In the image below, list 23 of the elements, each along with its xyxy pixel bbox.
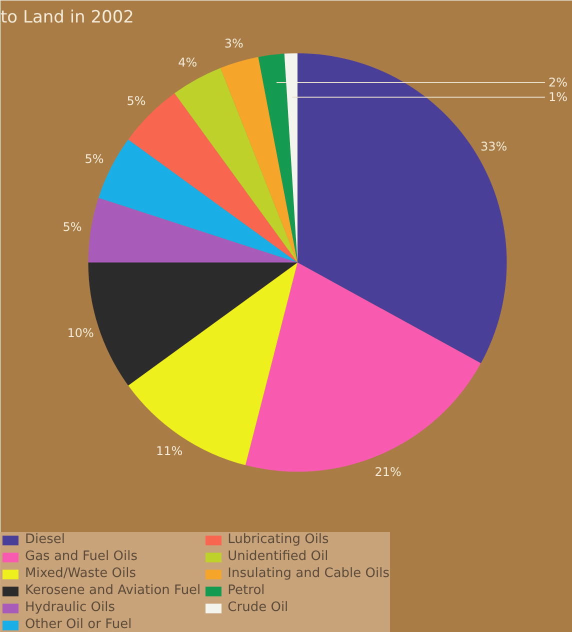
legend-label: Unidentified Oil (228, 549, 328, 564)
data-label: 10% (67, 326, 94, 340)
legend-label: Gas and Fuel Oils (25, 549, 138, 564)
data-label: 33% (480, 139, 508, 154)
legend-label: Other Oil or Fuel (25, 617, 132, 632)
data-label: 21% (374, 464, 402, 479)
data-label: 11% (156, 444, 183, 458)
legend-label: Lubricating Oils (228, 532, 329, 547)
legend-label: Diesel (25, 532, 66, 547)
legend-label: Petrol (228, 583, 265, 598)
legend-label: Kerosene and Aviation Fuel (25, 583, 201, 598)
legend-label: Mixed/Waste Oils (25, 566, 136, 581)
legend-label: Crude Oil (228, 600, 288, 615)
data-label: 1% (548, 90, 568, 104)
data-label: 2% (548, 76, 568, 90)
data-label: 5% (84, 152, 104, 166)
legend-label: Insulating and Cable Oils (228, 566, 390, 581)
data-label: 3% (224, 36, 244, 50)
legend-label: Hydraulic Oils (25, 600, 116, 615)
chart-title: to Land in 2002 (0, 8, 134, 28)
data-label: 5% (62, 220, 82, 234)
data-label: 4% (178, 56, 198, 70)
data-label: 5% (126, 94, 146, 108)
